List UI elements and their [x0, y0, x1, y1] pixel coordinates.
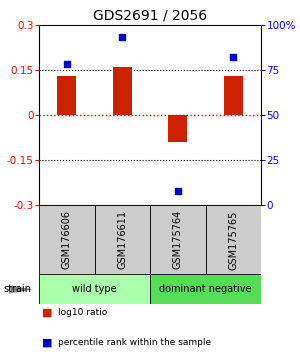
Text: log10 ratio: log10 ratio [58, 308, 108, 317]
Bar [94, 205, 150, 274]
Text: dominant negative: dominant negative [159, 284, 252, 295]
Point [231, 55, 236, 60]
Text: GSM175764: GSM175764 [173, 210, 183, 269]
Text: ■: ■ [42, 308, 52, 318]
Bar [39, 205, 94, 274]
Bar [57, 76, 76, 115]
Bar [112, 67, 132, 115]
Bar [150, 205, 206, 274]
Bar [224, 76, 243, 115]
Bar [168, 115, 188, 142]
Text: GSM176606: GSM176606 [62, 210, 72, 269]
Text: wild type: wild type [72, 284, 117, 295]
Point [176, 188, 180, 194]
Polygon shape [9, 285, 33, 294]
Point [120, 35, 125, 40]
Text: percentile rank within the sample: percentile rank within the sample [58, 338, 212, 347]
Bar [150, 274, 261, 304]
Bar [39, 274, 150, 304]
Text: strain: strain [3, 284, 31, 295]
Text: GSM175765: GSM175765 [228, 210, 238, 269]
Bar [206, 205, 261, 274]
Title: GDS2691 / 2056: GDS2691 / 2056 [93, 8, 207, 22]
Point [64, 62, 69, 67]
Text: GSM176611: GSM176611 [117, 210, 127, 269]
Text: ■: ■ [42, 338, 52, 348]
